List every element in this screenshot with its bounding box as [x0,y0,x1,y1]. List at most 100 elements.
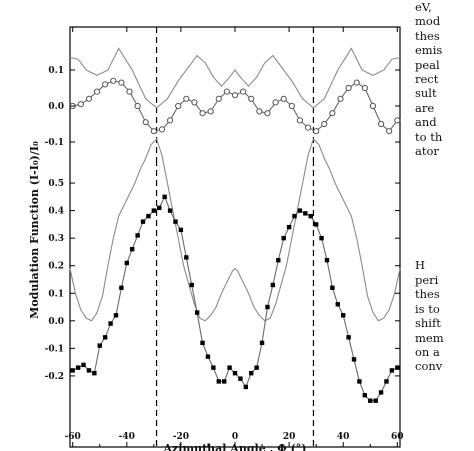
y-axis-label: Modulation Function (I-I₀)/I₀ [28,141,41,319]
square-marker [194,310,200,315]
square-marker [286,224,292,230]
square-marker [227,365,232,370]
open-circle-marker [223,88,230,95]
side-top-line: are [415,100,435,115]
square-marker [389,368,395,373]
square-marker [313,222,319,227]
square-marker [357,379,362,384]
square-marker [395,365,400,370]
square-marker [211,365,216,370]
side-top-line: sult [415,86,437,101]
open-circle-marker [118,79,125,86]
reference-lines [155,27,315,447]
square-marker [135,233,140,238]
open-circle-marker [329,110,336,117]
y-tick-label-lower: 0.5 [48,179,64,189]
series-line-upper-0 [69,47,401,109]
square-marker [216,379,221,384]
open-circle-marker [337,95,344,102]
y-tick-label-lower: -0.2 [45,372,64,382]
open-circle-marker [313,128,320,135]
square-marker [205,354,211,359]
open-circle-marker [361,84,368,92]
open-circle-marker [377,120,385,128]
open-circle-marker [353,79,360,86]
side-top-line: to th [415,129,443,144]
square-marker [221,379,227,384]
y-tick-label-lower: 0.1 [48,289,64,299]
open-circle-marker [394,117,401,124]
open-circle-marker [345,84,352,92]
series-line-lower-1 [72,195,398,402]
square-marker [119,285,124,290]
square-marker [368,398,373,403]
square-marker [184,255,189,260]
square-marker [178,227,184,233]
y-tick-label-lower: 0.3 [48,234,64,244]
square-marker [378,390,384,395]
open-circle-marker [102,81,109,88]
x-tick-label: -40 [119,432,135,442]
square-marker [292,213,297,219]
x-tick-label: -20 [173,432,189,442]
open-circle-marker [321,120,328,128]
open-circle-marker [175,102,182,110]
square-marker [130,246,135,252]
square-marker [346,335,351,340]
square-marker [151,208,157,213]
series-line-lower-0 [69,137,401,322]
side-top-line: emis [415,43,443,58]
x-tick-label: 40 [337,432,350,442]
x-tick-label: -60 [65,432,81,442]
square-marker [351,357,357,362]
open-circle-marker [93,88,101,95]
open-circle-marker [134,102,141,110]
x-tick-label: 60 [391,432,404,442]
square-marker [173,219,178,224]
square-marker [167,208,173,213]
side-bottom-line: is to [415,301,440,316]
open-circle-marker [272,99,279,106]
open-circle-marker [288,102,295,110]
side-text-column: eV, mod thes emis peal rect sult are and to th ato… [415,0,474,451]
square-marker [102,335,108,340]
y-tick-label-upper: 0.0 [48,102,64,112]
side-top-line: peal [415,57,440,72]
open-circle-marker [126,88,133,95]
square-marker [86,368,92,373]
open-circle-marker [304,124,312,131]
square-marker [157,205,162,211]
square-marker [162,194,167,200]
y-tick-label-lower: 0.2 [48,262,64,272]
side-top-line: and [415,115,437,130]
square-marker [189,282,194,288]
open-circle-marker [240,88,247,95]
side-bottom-line: peri [415,272,439,287]
open-circle-marker [77,101,84,108]
y-tick-label-lower: 0.4 [48,207,64,217]
square-marker [303,211,308,216]
side-bottom-line: H [415,258,426,273]
open-circle-marker [280,95,287,102]
side-bottom-line: thes [415,287,440,302]
open-circle-marker [166,117,174,124]
side-top-line: mod [415,14,441,29]
square-marker [340,313,346,318]
square-marker [384,379,389,384]
x-tick-label: 0 [232,432,238,442]
square-marker [113,313,119,318]
square-marker [108,321,113,326]
open-circle-marker [256,108,263,115]
x-tick-label: 20 [283,432,296,442]
square-marker [75,365,81,370]
square-marker [146,213,151,219]
square-marker [330,285,335,290]
square-marker [308,213,313,219]
open-circle-marker [110,77,117,84]
square-marker [92,370,97,376]
x-axis-label: Azimuthal Angle , Φ (°) [162,442,306,451]
square-marker [124,260,130,266]
side-bottom-line: mem [415,330,444,345]
open-circle-marker [199,110,206,117]
series-layer [69,47,401,403]
